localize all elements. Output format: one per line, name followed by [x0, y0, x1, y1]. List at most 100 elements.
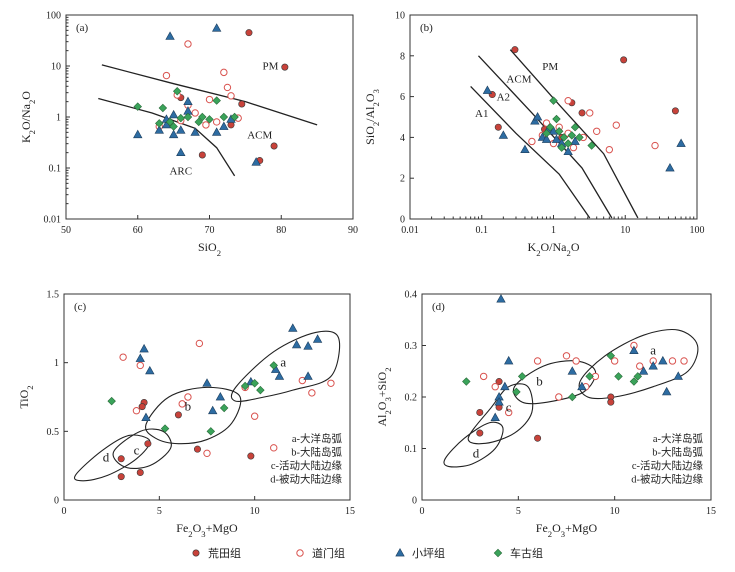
panel-d-series-chegu	[462, 351, 643, 402]
panel-b-point-chegu	[557, 143, 566, 152]
panel-b-ytick-label: 6	[400, 92, 405, 103]
panel-c-point-huangtian	[117, 473, 125, 481]
panel-b-frame	[409, 14, 698, 220]
panel-c-point-huangtian	[136, 469, 144, 477]
panel-a-point-chegu	[176, 113, 186, 123]
panel-a-point-daomen	[223, 83, 232, 92]
panel-a-point-chegu	[219, 112, 229, 122]
panel-c-frame	[63, 293, 351, 501]
panel-b-point-xiaoping	[530, 116, 540, 125]
panel-c-field-c	[112, 428, 172, 470]
panel-d-point-daomen	[562, 352, 571, 360]
legend-marker-xiaoping	[395, 547, 405, 557]
panel-a-point-daomen	[202, 121, 210, 129]
panel-c-point-xiaoping	[145, 365, 155, 375]
panel-a-ytick-label: 10	[51, 62, 61, 73]
panel-c-series-chegu	[107, 361, 278, 436]
panel-b-ytick-label: 4	[400, 133, 405, 144]
legend-item-xiaoping: 小坪组	[395, 546, 445, 560]
panel-a-point-chegu	[133, 102, 142, 111]
panel-a-xtick-label: 70	[205, 225, 215, 236]
panel-a-ytick-label: 1	[56, 113, 61, 124]
panel-a-region-label: ACM	[247, 129, 272, 141]
panel-d-point-huangtian	[476, 408, 484, 416]
panel-c-point-daomen	[136, 361, 144, 370]
panel-c-point-daomen	[132, 407, 141, 415]
panel-c-xtick-label: 5	[157, 506, 162, 517]
panel-b-ytick-label: 8	[400, 51, 405, 62]
panel-a-point-xiaoping	[183, 96, 193, 106]
panel-d-point-xiaoping	[638, 366, 649, 375]
panel-c-xtick-label: 15	[345, 506, 355, 517]
panel-d-ytick-label: 0.1	[405, 444, 418, 455]
panel-d-point-daomen	[479, 372, 488, 381]
panel-a-region-label: PM	[263, 61, 279, 73]
legend-label-huangtian: 荒田组	[208, 546, 241, 560]
panel-b-point-daomen	[651, 141, 659, 150]
panel-c-point-daomen	[195, 339, 204, 348]
panel-a-point-daomen	[205, 95, 214, 104]
panel-b-point-huangtian	[620, 56, 628, 64]
panel-d-plot-area	[443, 294, 699, 468]
legend-item-chegu: 车古组	[493, 546, 543, 560]
panel-d-point-xiaoping	[500, 381, 510, 391]
panel-c-point-xiaoping	[202, 378, 212, 387]
panel-b-point-huangtian	[578, 109, 586, 117]
panel-d-point-daomen	[668, 357, 677, 365]
panel-d-point-chegu	[585, 372, 594, 381]
panel-d-xtick-label: 15	[706, 506, 716, 517]
panel-c-ytick-label: 1	[54, 358, 59, 369]
panel-c-point-chegu	[250, 379, 259, 388]
panel-d-point-chegu	[629, 377, 639, 386]
panel-d-point-chegu	[462, 377, 471, 386]
panel-c-point-huangtian	[174, 411, 182, 419]
panel-a-point-chegu	[158, 103, 168, 113]
panel-b-point-chegu	[587, 141, 596, 150]
panel-d-point-chegu	[512, 387, 521, 397]
panel-b-series-xiaoping	[482, 85, 686, 172]
panel-a-point-xiaoping	[251, 157, 261, 166]
panel-a-point-daomen	[227, 92, 235, 100]
panel-d-point-daomen	[680, 357, 688, 365]
panel-d-field-label-a: a	[650, 343, 656, 358]
panel-d-point-daomen	[555, 393, 563, 401]
panel-c-field-b	[144, 386, 242, 445]
panel-b-xtick-label: 1	[551, 225, 556, 236]
panel-b-point-xiaoping	[548, 126, 559, 135]
panel-a-xtick-label: 50	[61, 225, 71, 236]
panel-a-point-daomen	[191, 109, 199, 117]
panel-c-point-chegu	[240, 381, 250, 391]
panel-a-point-xiaoping	[176, 125, 186, 134]
panel-a-point-daomen	[162, 71, 171, 80]
legend-marker-chegu	[493, 548, 503, 558]
panel-d-field-c	[467, 383, 534, 445]
panel-c-field-d	[73, 434, 151, 482]
legend-item-huangtian: 荒田组	[192, 546, 241, 560]
panel-d-field-label-b: b	[536, 374, 543, 389]
panel-b-point-daomen	[564, 96, 572, 105]
panel-c-point-chegu	[206, 427, 216, 436]
panel-d-field-b	[512, 360, 597, 405]
panel-a-point-xiaoping	[211, 127, 222, 136]
panel-b-point-chegu	[570, 122, 580, 132]
panel-a-point-huangtian	[245, 29, 253, 37]
panel-c-point-xiaoping	[312, 334, 323, 343]
panel-c-point-chegu	[219, 403, 229, 413]
panel-c-point-xiaoping	[303, 371, 313, 380]
panel-b-region-label: PM	[542, 61, 558, 73]
panel-d-ytick-label: 0.3	[405, 341, 418, 352]
panel-b-boundary-ACM-PM	[509, 49, 639, 219]
panel-c-field-label-a: a	[280, 355, 286, 370]
panel-d-xlabel: Fe2O3+MgO	[536, 521, 598, 539]
panel-b-point-xiaoping	[570, 136, 580, 145]
panel-b-point-chegu	[542, 129, 551, 138]
panel-a-point-xiaoping	[165, 31, 175, 40]
panel-b-xtick-label: 100	[690, 225, 705, 236]
panel-d-point-huangtian	[495, 378, 503, 386]
panel-a-point-huangtian	[281, 63, 289, 71]
panel-b-point-xiaoping	[676, 138, 686, 147]
panel-b-point-daomen	[569, 143, 578, 152]
panel-b-label: (b)	[420, 22, 433, 34]
panel-d-point-huangtian	[476, 429, 484, 437]
panel-a-xtick-label: 80	[276, 225, 286, 236]
